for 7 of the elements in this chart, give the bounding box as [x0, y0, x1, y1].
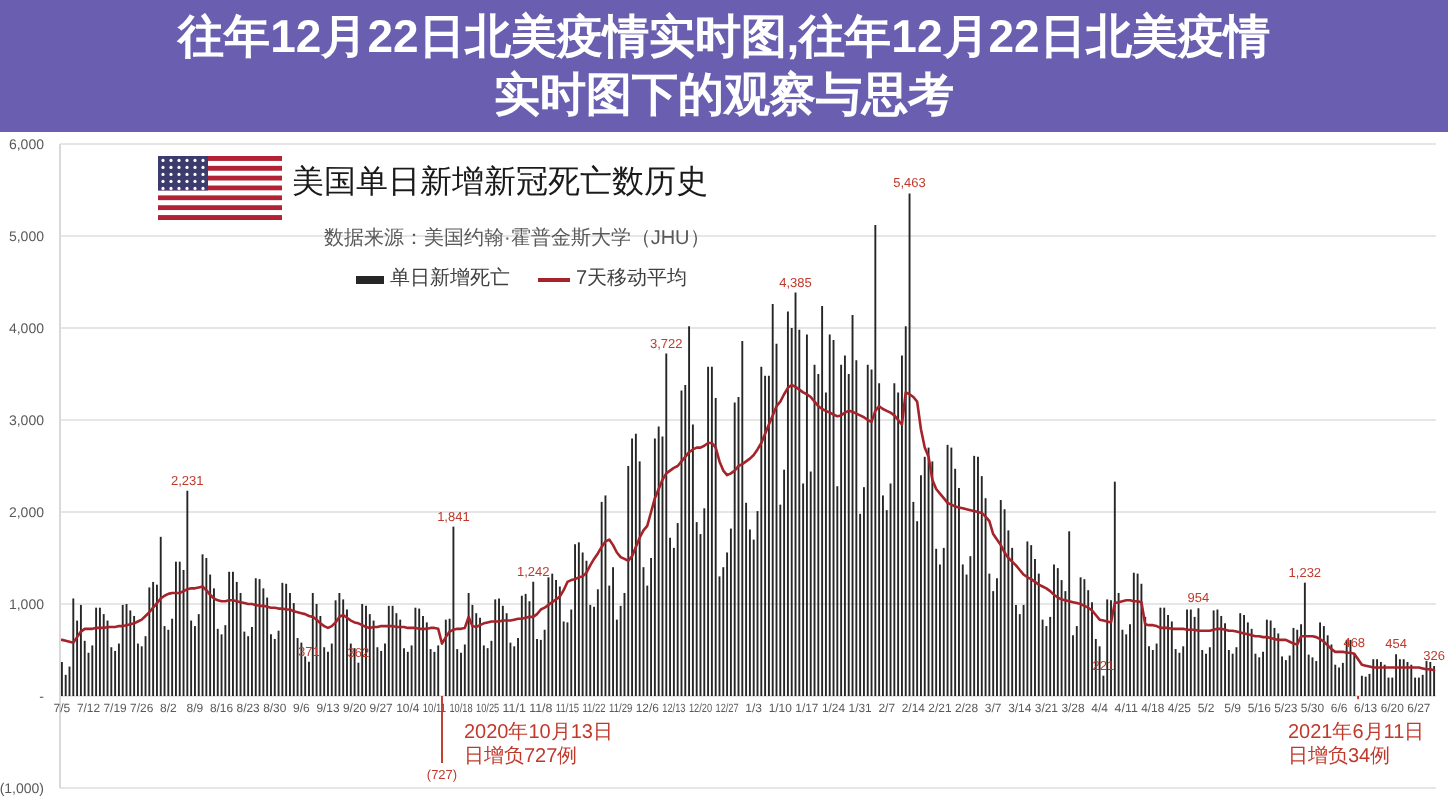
- text: 往年12月22日北美疫情实时图,往年12月22日北美疫情实时图下的观察与思考: [175, 8, 1272, 124]
- annotation: 数据来源：美国约翰·霍普金斯大学（JHU）: [324, 228, 710, 252]
- annotation: 2021年6月11日日增负34例: [1288, 722, 1427, 770]
- legend-label: 单日新增死亡: [390, 268, 510, 292]
- text: 美国单日新增新冠死亡数历史: [292, 164, 708, 204]
- annotation: 2020年10月13日日增负727例: [464, 722, 615, 770]
- legend-label: 7天移动平均: [576, 268, 688, 292]
